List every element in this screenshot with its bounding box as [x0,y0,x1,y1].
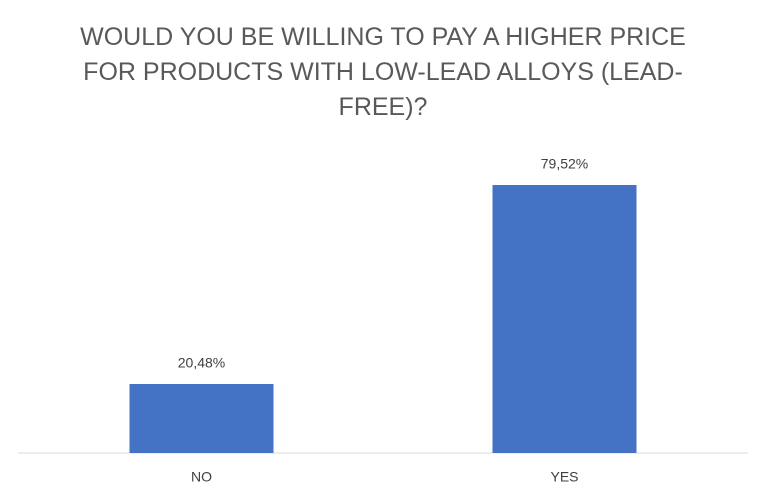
bar [129,383,274,453]
x-tick-label: NO [191,469,212,485]
x-tick-label: YES [550,469,578,485]
chart-title: WOULD YOU BE WILLING TO PAY A HIGHER PRI… [80,23,686,121]
bar [492,185,637,453]
value-label: 20,48% [178,355,225,371]
value-label: 79,52% [541,156,588,172]
